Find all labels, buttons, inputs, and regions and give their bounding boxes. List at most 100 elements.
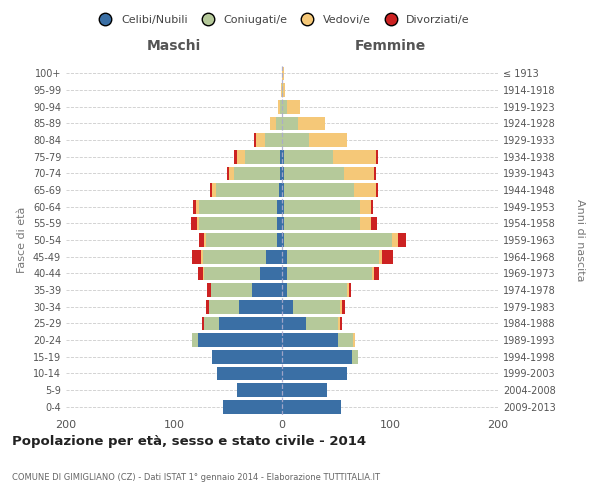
Bar	[287, 266, 371, 280]
Bar	[235, 150, 236, 164]
Bar	[203, 250, 266, 264]
Bar	[204, 233, 206, 247]
Bar	[282, 216, 284, 230]
Text: COMUNE DI GIMIGLIANO (CZ) - Dati ISTAT 1° gennaio 2014 - Elaborazione TUTTITALIA: COMUNE DI GIMIGLIANO (CZ) - Dati ISTAT 1…	[12, 472, 380, 482]
Bar	[282, 250, 287, 264]
Bar	[260, 266, 282, 280]
Bar	[204, 266, 260, 280]
Bar	[360, 216, 371, 230]
Bar	[201, 250, 203, 264]
Bar	[254, 133, 256, 147]
Bar	[371, 200, 373, 213]
Bar	[203, 266, 204, 280]
Bar	[282, 316, 306, 330]
Bar	[284, 200, 360, 213]
Bar	[229, 166, 235, 180]
Bar	[266, 250, 282, 264]
Bar	[309, 133, 347, 147]
Bar	[282, 383, 328, 397]
Bar	[352, 350, 358, 364]
Bar	[277, 233, 282, 247]
Bar	[227, 166, 229, 180]
Bar	[392, 233, 398, 247]
Bar	[287, 250, 379, 264]
Bar	[204, 316, 220, 330]
Bar	[282, 366, 347, 380]
Bar	[277, 216, 282, 230]
Bar	[371, 266, 374, 280]
Text: Femmine: Femmine	[355, 40, 425, 54]
Bar	[252, 283, 282, 297]
Bar	[223, 400, 282, 413]
Bar	[287, 283, 347, 297]
Bar	[193, 200, 196, 213]
Bar	[280, 166, 282, 180]
Bar	[279, 183, 282, 197]
Bar	[282, 66, 284, 80]
Bar	[275, 116, 282, 130]
Bar	[196, 200, 199, 213]
Bar	[270, 116, 275, 130]
Bar	[284, 183, 355, 197]
Bar	[217, 366, 282, 380]
Bar	[208, 283, 211, 297]
Bar	[282, 266, 287, 280]
Bar	[293, 300, 340, 314]
Bar	[282, 283, 287, 297]
Bar	[379, 250, 382, 264]
Bar	[343, 300, 344, 314]
Bar	[199, 216, 277, 230]
Bar	[284, 216, 360, 230]
Bar	[371, 216, 377, 230]
Bar	[282, 200, 284, 213]
Bar	[280, 150, 282, 164]
Bar	[212, 183, 216, 197]
Bar	[211, 283, 252, 297]
Bar	[256, 133, 265, 147]
Legend: Celibi/Nubili, Coniugati/e, Vedovi/e, Divorziati/e: Celibi/Nubili, Coniugati/e, Vedovi/e, Di…	[90, 10, 474, 29]
Bar	[340, 300, 343, 314]
Bar	[344, 166, 374, 180]
Bar	[265, 133, 282, 147]
Bar	[198, 266, 203, 280]
Bar	[340, 316, 343, 330]
Y-axis label: Anni di nascita: Anni di nascita	[575, 198, 585, 281]
Bar	[282, 83, 283, 97]
Bar	[281, 83, 282, 97]
Bar	[209, 300, 239, 314]
Bar	[197, 216, 199, 230]
Bar	[374, 266, 379, 280]
Bar	[277, 200, 282, 213]
Bar	[236, 150, 245, 164]
Bar	[398, 233, 406, 247]
Bar	[278, 100, 280, 114]
Text: Popolazione per età, sesso e stato civile - 2014: Popolazione per età, sesso e stato civil…	[12, 435, 366, 448]
Bar	[282, 133, 309, 147]
Bar	[193, 333, 198, 347]
Bar	[235, 166, 280, 180]
Bar	[338, 316, 340, 330]
Bar	[236, 383, 282, 397]
Bar	[282, 166, 284, 180]
Bar	[284, 233, 392, 247]
Bar	[206, 300, 209, 314]
Bar	[202, 316, 204, 330]
Bar	[199, 200, 277, 213]
Bar	[216, 183, 279, 197]
Bar	[212, 350, 282, 364]
Bar	[376, 150, 378, 164]
Bar	[298, 116, 325, 130]
Bar	[282, 233, 284, 247]
Bar	[360, 200, 371, 213]
Y-axis label: Fasce di età: Fasce di età	[17, 207, 27, 273]
Bar	[282, 183, 284, 197]
Bar	[283, 83, 285, 97]
Bar	[376, 183, 378, 197]
Bar	[282, 333, 338, 347]
Bar	[282, 350, 352, 364]
Bar	[338, 333, 353, 347]
Bar	[209, 183, 212, 197]
Bar	[193, 250, 201, 264]
Bar	[220, 316, 282, 330]
Bar	[191, 216, 197, 230]
